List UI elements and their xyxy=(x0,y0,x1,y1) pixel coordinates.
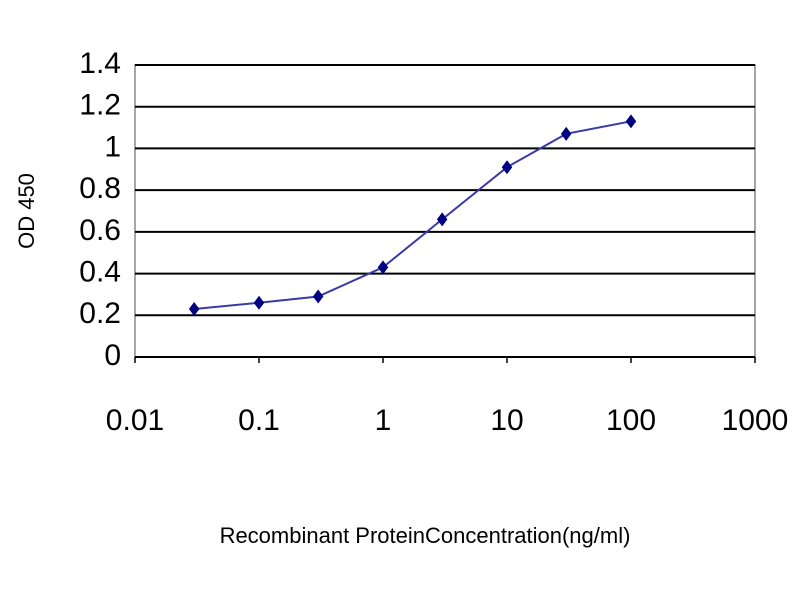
y-tick-label: 0.4 xyxy=(79,255,121,288)
x-tick-label: 100 xyxy=(606,404,656,437)
data-point xyxy=(625,114,637,129)
y-tick-label: 0 xyxy=(104,339,121,372)
data-point xyxy=(436,212,448,227)
x-tick-label: 0.01 xyxy=(106,404,164,437)
y-axis-title: OD 450 xyxy=(14,173,39,249)
x-tick-label: 10 xyxy=(490,404,523,437)
data-point xyxy=(560,126,572,141)
y-tick-label: 0.2 xyxy=(79,297,121,330)
data-point xyxy=(501,160,513,175)
data-point xyxy=(188,302,200,317)
data-point xyxy=(377,260,389,275)
x-axis-title: Recombinant ProteinConcentration(ng/ml) xyxy=(220,523,631,548)
y-tick-label: 1.4 xyxy=(79,47,121,80)
plot-area xyxy=(134,64,756,358)
y-tick-label: 1 xyxy=(104,130,121,163)
x-tick-label: 1000 xyxy=(722,404,789,437)
x-tick-label: 0.1 xyxy=(238,404,280,437)
y-tick-label: 0.8 xyxy=(79,172,121,205)
y-tick-label: 1.2 xyxy=(79,89,121,122)
data-point xyxy=(312,289,324,304)
x-tick-label: 1 xyxy=(375,404,392,437)
series-line xyxy=(194,120,632,311)
y-tick-label: 0.6 xyxy=(79,214,121,247)
data-point xyxy=(253,295,265,310)
